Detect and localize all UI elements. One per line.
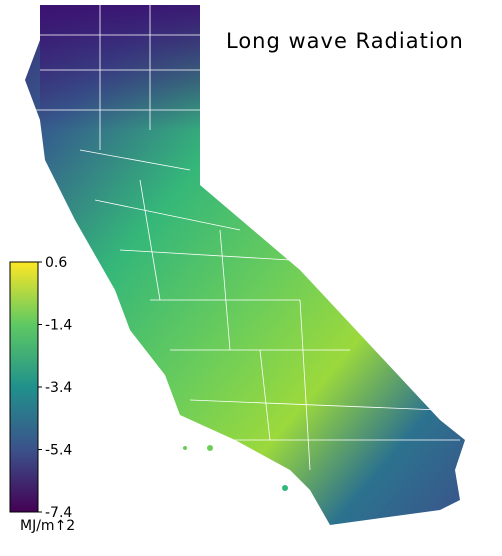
colorbar-tick-label: -7.4 [45,505,72,521]
colorbar-tick-label: 0.6 [45,255,67,271]
colorbar-tick-label: -1.4 [45,318,72,334]
colorbar-label: MJ/m↑2 [20,518,75,534]
california [25,5,465,525]
colorbar-tick-label: -3.4 [45,380,72,396]
colorbar-tick-label: -5.4 [45,443,72,459]
colorbar-ticks: 0.6 -1.4 -3.4 -5.4 -7.4 [38,255,72,521]
map-title: Long wave Radiation [226,29,464,53]
colorbar [9,261,39,513]
